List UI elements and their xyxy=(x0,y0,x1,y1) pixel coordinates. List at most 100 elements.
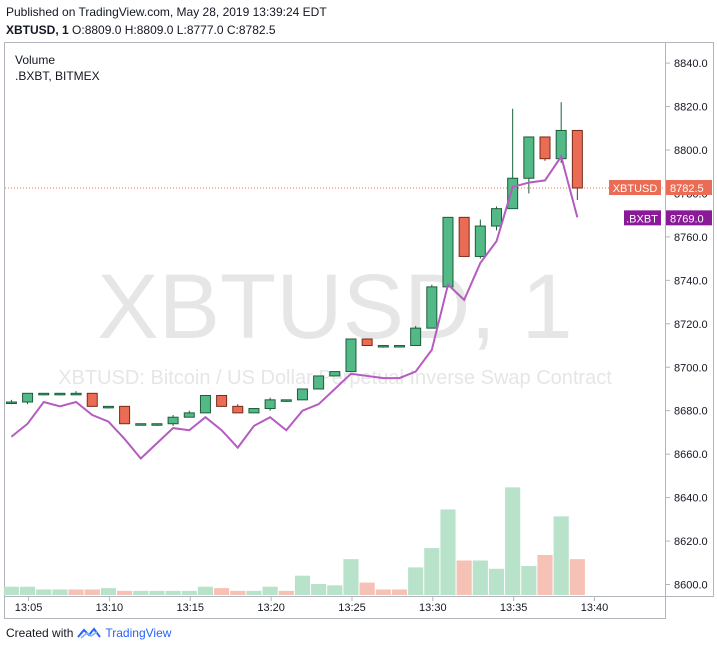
candle-body xyxy=(377,345,389,348)
volume-bar xyxy=(100,588,117,595)
price-tick-label: 8700.0 xyxy=(674,362,708,374)
index-symbol-tag xyxy=(624,210,661,226)
volume-bar xyxy=(36,589,52,595)
candle-body xyxy=(361,338,373,347)
created-with-text: Created with xyxy=(6,626,74,640)
volume-bar xyxy=(569,559,585,595)
open-value: 8809.0 xyxy=(84,23,122,37)
volume-bar xyxy=(278,590,294,595)
candle-body xyxy=(313,375,325,390)
volume-bar xyxy=(424,548,440,595)
volume-bar xyxy=(52,589,68,595)
candle-body xyxy=(442,216,454,288)
volume-bar xyxy=(117,590,133,595)
candle-body xyxy=(426,286,438,329)
volume-bar xyxy=(197,586,214,595)
volume-bar xyxy=(181,590,197,595)
volume-bar xyxy=(408,567,424,595)
last-price-value: 8782.5 xyxy=(670,183,704,195)
volume-bar xyxy=(311,583,327,595)
volume-bar xyxy=(68,589,84,595)
last-price-symbol-tag xyxy=(609,180,661,196)
candle-body xyxy=(119,405,131,425)
index-legend: .BXBT, BITMEX xyxy=(15,69,100,83)
candle-body xyxy=(410,327,422,347)
candle-body xyxy=(54,392,66,396)
volume-bar xyxy=(472,560,488,595)
volume-bar xyxy=(3,586,19,595)
candle-body xyxy=(248,408,260,414)
symbol-interval: XBTUSD, 1 xyxy=(6,23,69,37)
candle-body xyxy=(183,412,195,418)
candle-body xyxy=(199,394,211,414)
time-axis[interactable] xyxy=(4,597,666,619)
volume-bar xyxy=(359,582,375,595)
volume-bar xyxy=(505,487,521,595)
open-label: O: xyxy=(72,23,85,37)
time-tick-label: 13:15 xyxy=(177,602,205,614)
low-label: L: xyxy=(176,23,187,37)
candle-body xyxy=(167,416,179,425)
volume-bar xyxy=(230,590,246,595)
price-tick-label: 8640.0 xyxy=(674,493,708,505)
price-tick-label: 8680.0 xyxy=(674,406,708,418)
price-tick-label: 8820.0 xyxy=(674,102,708,114)
candle-body xyxy=(491,208,502,227)
price-tick-label: 8740.0 xyxy=(674,275,708,287)
volume-bar xyxy=(214,588,230,595)
price-tick-label: 8600.0 xyxy=(674,580,708,592)
time-tick-label: 13:20 xyxy=(257,602,285,614)
chart-pane[interactable] xyxy=(4,42,666,597)
watermark-symbol: XBTUSD, 1 xyxy=(97,256,572,358)
index-price-tag xyxy=(666,210,712,226)
candle-body xyxy=(70,392,82,396)
watermark-description: XBTUSD: Bitcoin / US Dollar Perpetual In… xyxy=(58,367,612,389)
volume-bar xyxy=(165,590,181,595)
candle-body xyxy=(264,399,276,410)
last-price-tag xyxy=(666,180,712,196)
chart-legend: Volume .BXBT, BITMEX xyxy=(15,52,100,84)
candle-body xyxy=(296,388,308,401)
close-value: 8782.5 xyxy=(238,23,276,37)
time-tick-label: 13:05 xyxy=(15,602,43,614)
volume-bar xyxy=(84,589,100,595)
volume-bar xyxy=(343,559,359,595)
volume-bar xyxy=(375,589,391,595)
price-tick-label: 8840.0 xyxy=(674,58,708,70)
volume-bar xyxy=(149,590,165,595)
candle-body xyxy=(458,216,470,257)
high-value: 8809.0 xyxy=(136,23,174,37)
candle-body xyxy=(571,129,583,189)
time-tick-label: 13:35 xyxy=(500,602,528,614)
volume-bar xyxy=(391,589,408,595)
price-tick-label: 8620.0 xyxy=(674,536,708,548)
candle-body xyxy=(393,345,405,348)
time-tick-label: 13:25 xyxy=(338,602,366,614)
volume-bar xyxy=(440,509,456,595)
index-price-symbol: .BXBT xyxy=(626,213,658,225)
last-price-symbol: XBTUSD xyxy=(613,183,658,195)
candle-body xyxy=(523,136,535,179)
volume-bar xyxy=(537,554,553,595)
time-tick-label: 13:40 xyxy=(581,602,609,614)
time-tick-label: 13:30 xyxy=(419,602,447,614)
candle-body xyxy=(151,423,163,426)
index-price-value: 8769.0 xyxy=(670,213,704,225)
candle-body xyxy=(329,371,341,377)
candle-body xyxy=(135,423,147,426)
candle-body xyxy=(280,399,292,402)
tradingview-brand[interactable]: TradingView xyxy=(105,626,172,640)
volume-bar xyxy=(246,590,262,595)
volume-bar xyxy=(294,575,311,595)
candle-body xyxy=(22,392,34,403)
volume-bar xyxy=(456,560,472,595)
volume-bar xyxy=(262,586,278,595)
price-tick-label: 8800.0 xyxy=(674,145,708,157)
volume-bar xyxy=(327,585,343,595)
footer: Created with TradingView xyxy=(6,626,171,640)
volume-bar xyxy=(553,516,569,595)
volume-bar xyxy=(133,590,149,595)
price-axis[interactable] xyxy=(666,42,714,597)
published-note: Published on TradingView.com, May 28, 20… xyxy=(6,5,327,19)
index-line xyxy=(10,154,579,460)
